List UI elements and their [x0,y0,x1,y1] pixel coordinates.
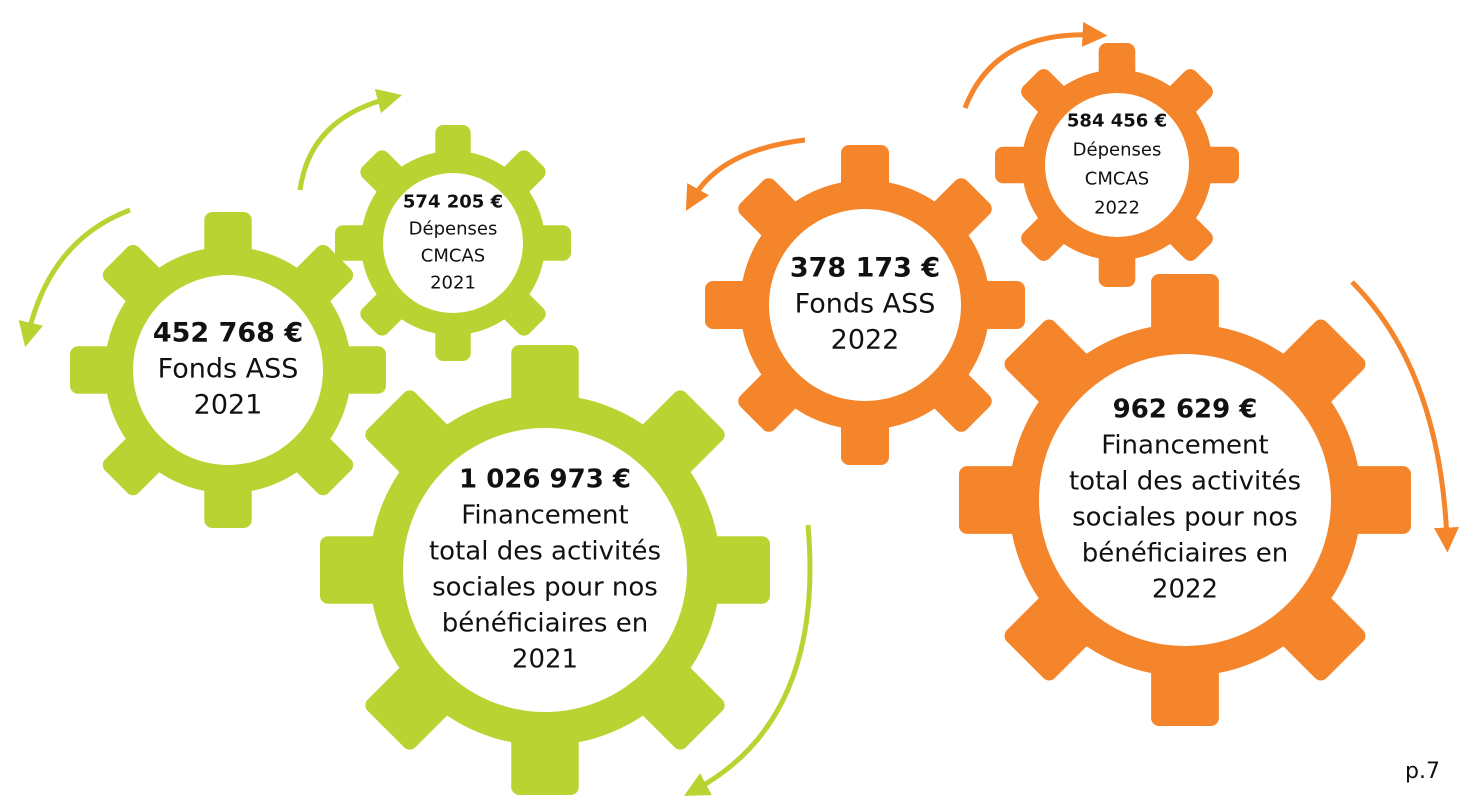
gear-label: bénéficiaires en [1082,539,1288,569]
arrow [18,207,131,348]
arrow [685,137,806,211]
gear: 574 205 € Dépenses CMCAS 2021 [335,125,571,361]
gear-label: sociales pour nos [432,573,658,603]
arrow [1350,280,1459,553]
gear-label: Financement [461,501,628,531]
gear-label: Dépenses [1073,140,1162,161]
gear-label: Financement [1101,431,1268,461]
gear-hole [133,275,323,465]
gear-hole [403,428,687,712]
gear: 452 768 € Fonds ASS 2021 [70,212,386,528]
gear: 584 456 € Dépenses CMCAS 2022 [995,43,1239,287]
gear-label: total des activités [429,537,661,567]
gear-label: CMCAS [421,246,485,267]
gear-label: Dépenses [409,219,498,240]
gear-label: 2022 [831,325,900,356]
gear-amount: 452 768 € [153,318,303,349]
gear-label: total des activités [1069,467,1301,497]
gear-hole [1045,93,1189,237]
gear-label: sociales pour nos [1072,503,1298,533]
arrow [297,88,403,191]
gear: 378 173 € Fonds ASS 2022 [705,145,1025,465]
gear-label: Fonds ASS [795,289,936,320]
gear-label: 2021 [430,273,476,294]
gear-amount: 1 026 973 € [459,465,631,495]
gear-amount: 962 629 € [1113,395,1258,425]
gear-hole [383,173,523,313]
arrow [683,524,813,796]
gear-amount: 574 205 € [403,192,503,213]
gear: 1 026 973 € Financement total des activité… [320,345,770,795]
arrow [962,21,1108,109]
gear-label: bénéficiaires en [442,609,648,639]
gear-label: 2022 [1152,575,1218,605]
gear-label: Fonds ASS [158,354,299,385]
gear-amount: 584 456 € [1067,111,1167,132]
gear-hole [1039,354,1331,646]
gear-label: 2022 [1094,198,1140,219]
gear-label: 2021 [512,645,578,675]
gear-hole [769,209,961,401]
gear-label: CMCAS [1085,169,1149,190]
gear-label: 2021 [194,390,263,421]
page-number: p.7 [1405,759,1440,784]
arrows [18,21,1459,796]
gear-amount: 378 173 € [790,253,940,284]
gear: 962 629 € Financement total des activités s… [959,274,1411,726]
